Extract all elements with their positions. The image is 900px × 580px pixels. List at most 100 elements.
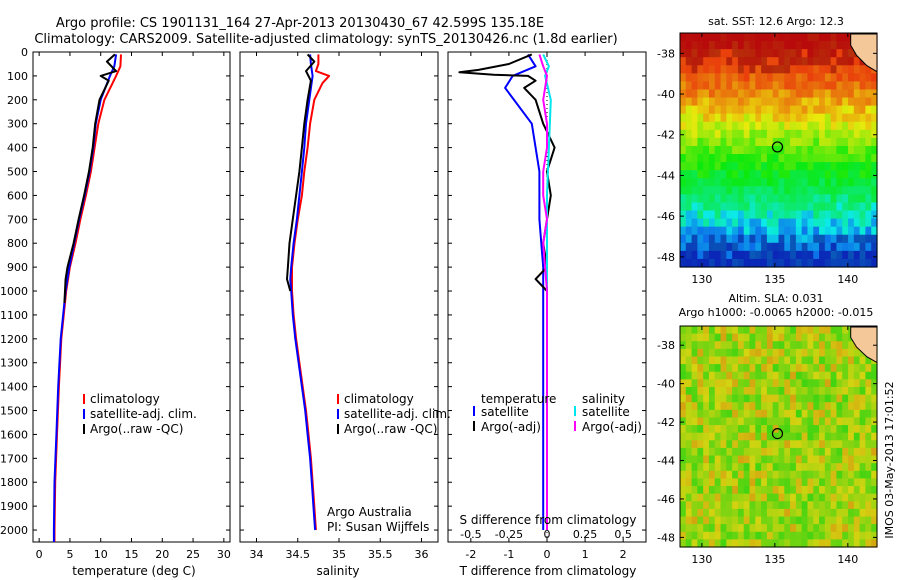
map-cell	[865, 129, 872, 139]
map-cell	[737, 516, 745, 525]
map-cell	[778, 364, 785, 373]
map-cell	[772, 145, 780, 155]
map-cell	[766, 486, 774, 495]
map-cell	[766, 250, 774, 260]
map-cell	[790, 81, 797, 91]
map-cell	[691, 348, 698, 358]
map-cell	[778, 326, 785, 335]
map-cell	[685, 364, 693, 373]
map-cell	[732, 113, 739, 123]
map-cell	[784, 341, 791, 350]
map-cell	[755, 194, 762, 204]
map-cell	[703, 81, 710, 91]
map-cell	[743, 186, 751, 195]
map-cell	[819, 417, 826, 426]
map-cell	[842, 162, 849, 171]
map-cell	[819, 524, 826, 533]
map-cell	[732, 508, 739, 518]
map-cell	[819, 145, 826, 155]
map-cell	[813, 242, 820, 252]
map-cell	[772, 379, 780, 388]
map-cell	[761, 539, 768, 548]
map-cell	[830, 226, 838, 236]
map-cell	[784, 524, 791, 533]
map-cell	[726, 218, 733, 228]
map-cell	[714, 49, 722, 58]
sla-map-title: Altim. SLA: 0.031	[728, 292, 823, 305]
map-cell	[819, 455, 826, 464]
map-cell	[708, 486, 716, 495]
map-cell	[685, 129, 693, 139]
map-cell	[714, 210, 722, 220]
map-cell	[807, 508, 814, 518]
x-tick-label: 0	[544, 548, 551, 561]
map-cell	[766, 186, 774, 195]
map-cell	[749, 178, 756, 187]
map-cell	[824, 57, 832, 66]
map-cell	[813, 425, 820, 434]
map-cell	[848, 371, 855, 380]
map-cell	[772, 194, 780, 204]
map-cell	[807, 501, 814, 510]
map-cell	[865, 97, 872, 107]
map-cell	[830, 333, 838, 342]
map-cell	[772, 402, 780, 411]
map-cell	[790, 447, 797, 457]
map-cell	[813, 440, 820, 449]
map-cell	[865, 455, 872, 464]
map-cell	[714, 486, 722, 495]
map-cell	[853, 250, 861, 260]
map-cell	[871, 202, 878, 212]
map-cell	[772, 348, 780, 358]
map-cell	[842, 486, 849, 495]
map-cell	[720, 178, 727, 187]
map-cell	[819, 402, 826, 411]
map-cell	[790, 455, 797, 464]
map-cell	[755, 447, 762, 457]
map-cell	[761, 364, 768, 373]
map-cell	[801, 202, 809, 212]
map-cell	[836, 218, 843, 228]
map-cell	[807, 531, 814, 540]
map-cell	[766, 49, 774, 58]
y-tick-label: 100	[7, 70, 28, 83]
map-cell	[853, 178, 861, 187]
map-cell	[697, 455, 704, 464]
map-cell	[720, 250, 727, 260]
map-cell	[848, 386, 855, 396]
map-cell	[685, 73, 693, 83]
map-cell	[743, 425, 751, 434]
map-cell	[726, 402, 733, 411]
map-cell	[819, 326, 826, 335]
map-cell	[836, 470, 843, 480]
y-tick-label: 2000	[0, 524, 28, 537]
map-cell	[766, 470, 774, 480]
map-cell	[761, 463, 768, 472]
map-cell	[853, 501, 861, 510]
map-cell	[836, 478, 843, 487]
map-cell	[714, 194, 722, 204]
map-cell	[784, 333, 791, 342]
map-cell	[685, 89, 693, 99]
map-cell	[691, 170, 698, 179]
map-cell	[680, 524, 687, 533]
map-cell	[680, 425, 687, 434]
map-cell	[784, 194, 791, 204]
map-cell	[680, 447, 687, 457]
map-cell	[726, 57, 733, 66]
map-cell	[848, 137, 855, 147]
map-cell	[853, 364, 861, 373]
map-cell	[743, 178, 751, 187]
map-cell	[732, 202, 739, 212]
map-cell	[685, 113, 693, 123]
map-cell	[778, 516, 785, 525]
map-cell	[720, 202, 727, 212]
map-cell	[853, 348, 861, 358]
map-cell	[824, 41, 832, 50]
map-cell	[749, 145, 756, 155]
map-cell	[766, 524, 774, 533]
map-cell	[784, 49, 791, 58]
x-tick-label: 20	[155, 548, 169, 561]
map-cell	[859, 178, 867, 187]
map-cell	[778, 417, 785, 426]
